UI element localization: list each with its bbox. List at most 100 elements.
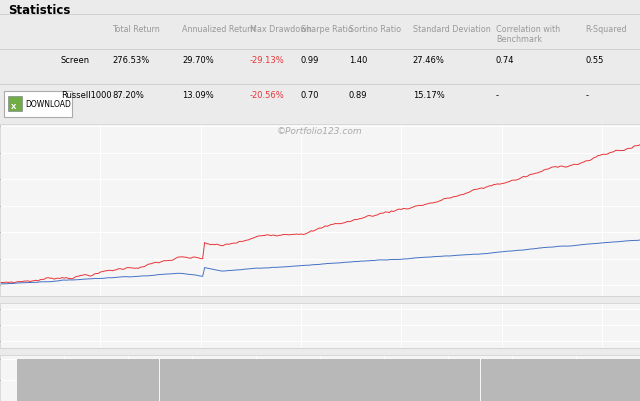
Screen bbox=[458, 193, 465, 198]
Bar bbox=[591, 360, 593, 401]
Bar bbox=[184, 360, 186, 401]
Text: -20.56%: -20.56% bbox=[250, 91, 284, 100]
Bar bbox=[483, 360, 484, 401]
Bar bbox=[330, 360, 332, 401]
Bar bbox=[575, 360, 577, 401]
Bar bbox=[525, 360, 527, 401]
Bar bbox=[189, 360, 191, 401]
Bar bbox=[17, 360, 19, 401]
Bar bbox=[438, 360, 440, 401]
Bar bbox=[173, 360, 175, 401]
Bar bbox=[278, 360, 280, 401]
Bar bbox=[97, 360, 99, 401]
Line: Russell1000: Russell1000 bbox=[0, 241, 640, 284]
Bar bbox=[625, 360, 627, 401]
Bar bbox=[490, 360, 493, 401]
Screen bbox=[0, 280, 4, 285]
Bar bbox=[352, 360, 354, 401]
Bar bbox=[106, 360, 108, 401]
Bar bbox=[428, 360, 430, 401]
Bar bbox=[384, 360, 386, 401]
Bar bbox=[555, 360, 557, 401]
Bar bbox=[463, 360, 465, 401]
Bar bbox=[296, 360, 298, 401]
Bar bbox=[609, 360, 611, 401]
Bar bbox=[256, 360, 258, 401]
Bar bbox=[228, 360, 230, 401]
Bar bbox=[541, 360, 543, 401]
Bar bbox=[342, 360, 344, 401]
Bar bbox=[117, 360, 120, 401]
Bar bbox=[571, 360, 573, 401]
Bar bbox=[587, 360, 589, 401]
Bar bbox=[449, 360, 451, 401]
Bar bbox=[435, 360, 436, 401]
Bar bbox=[627, 360, 629, 401]
Bar bbox=[382, 360, 384, 401]
Bar bbox=[284, 360, 286, 401]
Bar bbox=[218, 360, 220, 401]
Bar bbox=[635, 360, 637, 401]
Bar bbox=[138, 360, 140, 401]
Bar bbox=[577, 360, 579, 401]
Bar bbox=[631, 360, 633, 401]
Bar bbox=[47, 360, 49, 401]
Bar bbox=[493, 360, 495, 401]
Bar bbox=[400, 360, 403, 401]
Screen bbox=[524, 174, 531, 179]
Bar bbox=[147, 360, 150, 401]
Bar bbox=[474, 360, 477, 401]
Bar bbox=[458, 360, 460, 401]
Bar bbox=[436, 360, 438, 401]
Bar bbox=[563, 360, 564, 401]
Bar bbox=[344, 360, 346, 401]
Text: Total Return: Total Return bbox=[112, 25, 160, 34]
Bar bbox=[374, 360, 376, 401]
Bar bbox=[593, 360, 595, 401]
Bar bbox=[338, 360, 340, 401]
Screen bbox=[560, 165, 568, 170]
Bar bbox=[320, 360, 322, 401]
Bar bbox=[63, 360, 65, 401]
Bar bbox=[406, 360, 408, 401]
Bar bbox=[262, 360, 264, 401]
Bar bbox=[77, 360, 79, 401]
Bar bbox=[497, 360, 499, 401]
Bar bbox=[621, 360, 623, 401]
Bar bbox=[545, 360, 547, 401]
Bar bbox=[368, 360, 370, 401]
Bar bbox=[589, 360, 591, 401]
Bar bbox=[326, 360, 328, 401]
Text: 0.89: 0.89 bbox=[349, 91, 367, 100]
Bar bbox=[113, 360, 115, 401]
Text: 0.74: 0.74 bbox=[496, 56, 515, 65]
Text: ©Portfolio123.com: ©Portfolio123.com bbox=[277, 127, 363, 136]
Russell1000 bbox=[327, 261, 335, 266]
Bar bbox=[484, 360, 486, 401]
Bar bbox=[446, 360, 449, 401]
Bar bbox=[129, 360, 131, 401]
Bar bbox=[537, 360, 539, 401]
Bar bbox=[583, 360, 585, 401]
Bar bbox=[45, 360, 47, 401]
Bar bbox=[378, 360, 380, 401]
Bar bbox=[300, 360, 302, 401]
Bar bbox=[597, 360, 599, 401]
Bar bbox=[260, 360, 262, 401]
Bar bbox=[108, 360, 109, 401]
Text: -: - bbox=[496, 91, 499, 100]
Bar bbox=[322, 360, 324, 401]
Bar bbox=[99, 360, 101, 401]
Bar bbox=[527, 360, 529, 401]
Bar bbox=[308, 360, 310, 401]
Bar bbox=[288, 360, 290, 401]
Bar bbox=[43, 360, 45, 401]
Bar bbox=[456, 360, 458, 401]
Bar bbox=[194, 360, 196, 401]
Bar bbox=[362, 360, 364, 401]
Bar bbox=[127, 360, 129, 401]
Text: 15.17%: 15.17% bbox=[413, 91, 445, 100]
Bar bbox=[507, 360, 509, 401]
Bar bbox=[396, 360, 398, 401]
Bar bbox=[499, 360, 500, 401]
